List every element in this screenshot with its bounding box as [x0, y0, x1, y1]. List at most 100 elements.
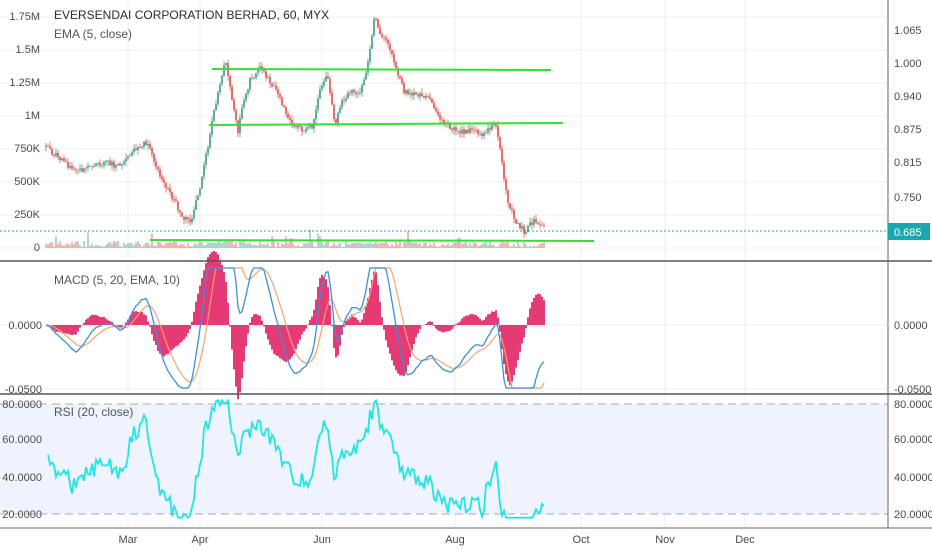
macd-histogram-bar — [267, 325, 269, 340]
volume-bar — [453, 242, 455, 248]
macd-histogram-bar — [51, 325, 53, 329]
volume-bar — [287, 243, 289, 248]
macd-histogram-bar — [329, 305, 331, 325]
macd-histogram-bar — [525, 325, 527, 329]
candle-body — [481, 133, 483, 136]
macd-histogram-bar — [469, 314, 471, 325]
macd-histogram-bar — [461, 318, 463, 325]
candle-body — [119, 163, 121, 166]
volume-bar — [473, 242, 475, 248]
volume-bar — [519, 245, 521, 248]
volume-bar — [171, 242, 173, 248]
volume-bar — [257, 245, 259, 248]
macd-histogram-bar — [503, 325, 505, 365]
volume-bar — [277, 242, 279, 248]
volume-bar — [505, 242, 507, 248]
macd-histogram-bar — [185, 325, 187, 337]
macd-histogram-bar — [365, 306, 367, 325]
candle-body — [327, 76, 329, 79]
volume-bar — [145, 242, 147, 248]
macd-histogram-bar — [537, 293, 539, 325]
macd-histogram-bar — [277, 325, 279, 357]
candle-body — [111, 161, 113, 166]
volume-bar — [507, 241, 509, 248]
candle-body — [219, 84, 221, 93]
macd-histogram-bar — [265, 325, 267, 334]
macd-histogram-bar — [181, 325, 183, 342]
time-axis[interactable]: Mar Apr Jun Aug Oct Nov Dec — [119, 534, 756, 546]
macd-histogram-bar — [463, 316, 465, 325]
macd-histogram-bar — [151, 325, 153, 335]
rsi-line — [47, 398, 545, 520]
candle-body — [209, 134, 211, 148]
price-axis[interactable]: 1.065 1.000 0.940 0.875 0.815 0.750 0.68… — [888, 25, 932, 521]
candle-body — [351, 89, 353, 94]
macd-histogram-bar — [481, 320, 483, 325]
macd-histogram-bar — [539, 294, 541, 325]
volume-bar — [491, 244, 493, 248]
volume-bar — [487, 244, 489, 248]
candle-body — [73, 168, 75, 170]
candle-body — [475, 129, 477, 131]
macd-histogram-bar — [397, 325, 399, 374]
volume-bar — [53, 246, 55, 248]
volume-bar — [109, 242, 111, 248]
candle-body — [271, 83, 273, 87]
rsi-tick: 20.0000 — [894, 509, 932, 521]
macd-histogram-bar — [509, 325, 511, 386]
candle-body — [155, 161, 157, 167]
volume-bar — [61, 244, 63, 248]
macd-signal-line — [45, 267, 545, 389]
candle-body — [291, 120, 293, 125]
macd-histogram-bar — [117, 325, 119, 327]
volume-bar — [283, 244, 285, 248]
candle-body — [217, 92, 219, 104]
volume-bar — [187, 243, 189, 248]
candle-body — [391, 50, 393, 55]
volume-bar — [391, 244, 393, 248]
volume-bar — [271, 236, 273, 248]
candle-body — [309, 125, 311, 127]
volume-bar — [51, 242, 53, 248]
macd-histogram-bar — [133, 311, 135, 325]
volume-bar — [121, 246, 123, 248]
candle-body — [229, 76, 231, 87]
volume-bar — [357, 242, 359, 248]
candle-body — [497, 126, 499, 137]
candle-body — [399, 75, 401, 79]
candle-body — [371, 35, 373, 49]
candle-body — [509, 203, 511, 209]
candle-body — [91, 166, 93, 167]
candle-body — [47, 145, 49, 147]
macd-histogram-bar — [163, 325, 165, 357]
candle-body — [289, 117, 291, 120]
candle-body — [363, 79, 365, 85]
volume-bar — [337, 244, 339, 248]
volume-bar — [329, 246, 331, 248]
macd-histogram-bar — [475, 315, 477, 325]
candle-body — [123, 161, 125, 164]
macd-histogram-bar — [85, 319, 87, 325]
macd-histogram-bar — [531, 302, 533, 325]
candle-body — [471, 128, 473, 130]
macd-histogram-bar — [303, 325, 305, 332]
volume-bar — [429, 243, 431, 248]
candle-body — [331, 92, 333, 105]
rsi-tick: 60.0000 — [894, 434, 932, 446]
macd-histogram-bar — [283, 325, 285, 361]
candle-body — [137, 147, 139, 151]
macd-histogram-bar — [65, 325, 67, 334]
volume-bar — [133, 245, 135, 248]
candle-body — [277, 89, 279, 95]
volume-bar — [253, 244, 255, 248]
macd-histogram-bar — [245, 325, 247, 347]
macd-histogram-bar — [389, 325, 391, 354]
vol-tick: 500K — [14, 176, 40, 188]
macd-histogram-bar — [67, 325, 69, 334]
volume-bar — [413, 242, 415, 248]
volume-bar — [107, 243, 109, 248]
vol-tick: 0 — [34, 242, 40, 254]
volume-bar — [335, 245, 337, 248]
